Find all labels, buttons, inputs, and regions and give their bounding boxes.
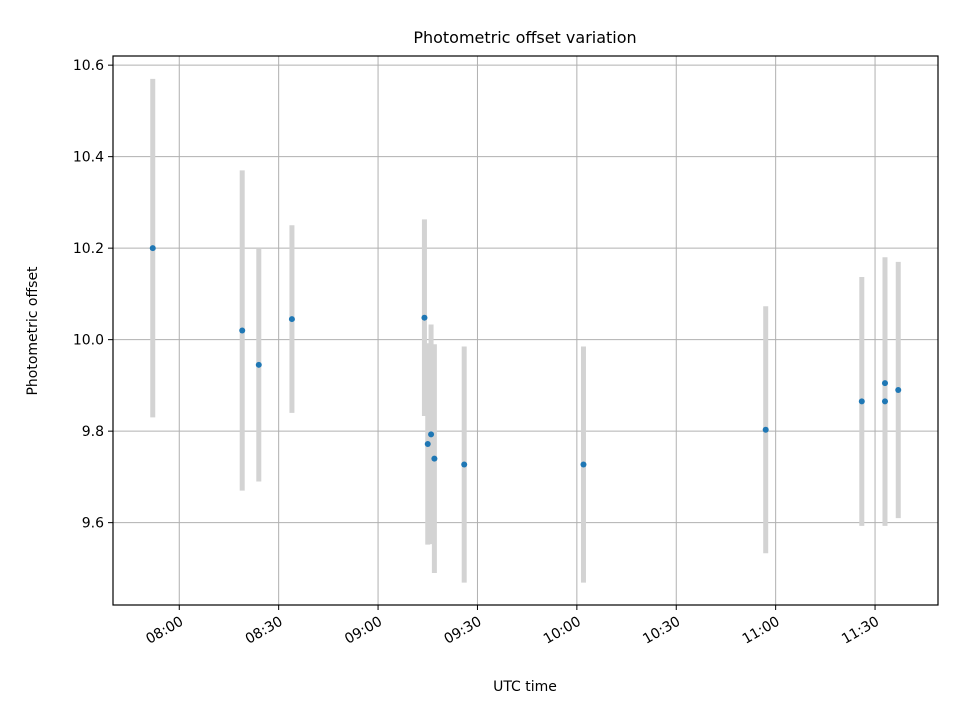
data-point xyxy=(881,398,888,405)
data-point xyxy=(239,327,246,334)
y-tick-label: 9.6 xyxy=(82,516,104,532)
data-point xyxy=(288,316,295,323)
y-axis-ticks: 9.6 9.8 10.0 10.2 10.4 10.6 xyxy=(73,58,113,532)
data-point xyxy=(255,361,262,368)
y-tick-label: 9.8 xyxy=(82,424,104,440)
y-tick-label: 10.0 xyxy=(73,333,104,349)
y-tick-label: 10.4 xyxy=(73,150,104,166)
plot-frame xyxy=(112,55,939,606)
data-point xyxy=(881,380,888,387)
data-point xyxy=(421,314,428,321)
data-point xyxy=(580,461,587,468)
y-axis-label: Photometric offset xyxy=(25,266,41,396)
y-tick-label: 10.2 xyxy=(73,241,104,257)
data-point xyxy=(461,461,468,468)
chart-title: Photometric offset variation xyxy=(413,28,636,47)
data-point xyxy=(428,431,435,438)
x-axis-label: UTC time xyxy=(493,679,557,695)
grid-lines xyxy=(113,56,938,605)
data-point xyxy=(149,245,156,252)
data-point xyxy=(895,386,902,393)
data-point xyxy=(858,398,865,405)
data-point xyxy=(762,426,769,433)
y-tick-label: 10.6 xyxy=(73,58,104,74)
data-points xyxy=(149,245,902,468)
data-point xyxy=(424,440,431,447)
data-point xyxy=(431,455,438,462)
